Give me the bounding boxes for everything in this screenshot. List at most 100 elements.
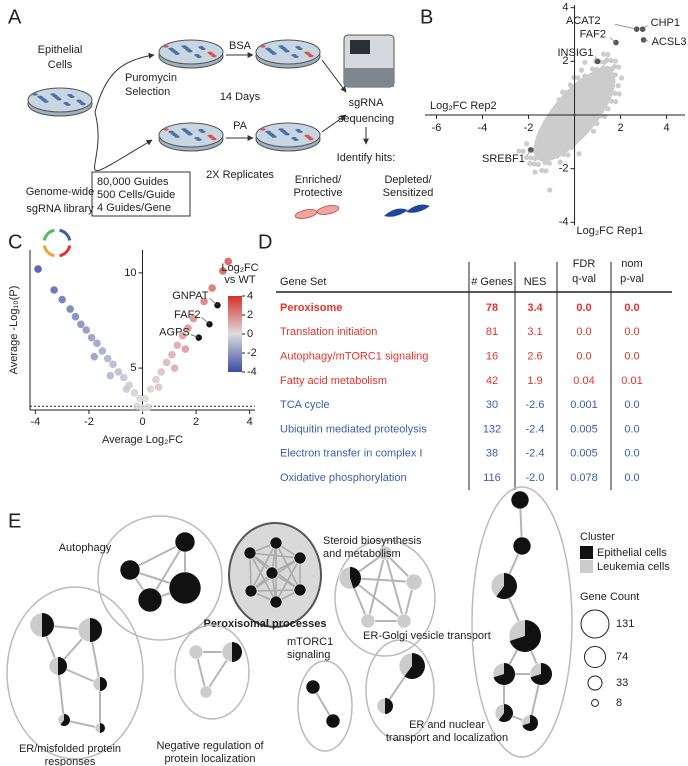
edge	[384, 552, 405, 622]
edge	[349, 577, 405, 622]
cell-icon	[406, 204, 430, 213]
point-label: AGPS	[159, 327, 190, 339]
cluster-outline	[471, 486, 573, 758]
x-tick-label: 2	[193, 416, 199, 428]
node-share	[100, 677, 107, 691]
panel-letter: D	[258, 231, 272, 253]
table-cell: 0.005	[570, 423, 598, 435]
cluster-label: signaling	[287, 649, 330, 661]
table-header: # Genes	[471, 276, 513, 288]
point	[114, 368, 123, 376]
background-point	[616, 91, 622, 97]
y-axis-label: Log₂FC Rep1	[577, 225, 644, 237]
cell	[194, 54, 200, 57]
legend-title: Cluster	[580, 531, 615, 543]
node	[325, 713, 341, 729]
point	[106, 371, 115, 380]
background-point	[520, 148, 526, 155]
cluster-label: protein localization	[164, 753, 255, 765]
node	[168, 571, 202, 605]
cell	[260, 128, 266, 131]
label: sequencing	[338, 113, 394, 125]
highlight-point	[639, 26, 646, 32]
y-tick-label: -2	[559, 163, 569, 175]
point	[130, 389, 139, 397]
background-point	[604, 57, 610, 63]
sequencer-screen	[350, 40, 370, 54]
y-tick-label: 10	[124, 267, 136, 279]
cluster-label: ER and nuclear	[409, 719, 485, 731]
label: 500 Cells/Guide	[97, 189, 175, 201]
table-cell: 132	[483, 423, 501, 435]
library-icon	[59, 228, 72, 241]
label: Identify hits:	[337, 152, 396, 164]
size-key-label: 33	[616, 677, 628, 689]
highlight-point	[633, 26, 640, 32]
node	[243, 546, 257, 560]
arrow	[94, 52, 155, 113]
label: BSA	[229, 40, 252, 52]
point	[146, 385, 155, 393]
cell	[76, 99, 82, 103]
cluster-outline	[365, 639, 435, 741]
point	[173, 341, 182, 350]
background-point	[600, 51, 607, 57]
panel-letter: B	[420, 6, 433, 28]
label: 2X Replicates	[206, 169, 274, 181]
cluster-label: mTORC1	[287, 636, 333, 648]
table-cell: 0.04	[573, 375, 594, 387]
label: Selection	[125, 86, 170, 98]
node	[293, 583, 307, 597]
point	[170, 364, 179, 372]
node	[119, 559, 141, 581]
edge	[249, 552, 277, 603]
point	[34, 265, 42, 273]
table-cell: 0.0	[624, 326, 639, 338]
cell	[265, 47, 271, 50]
label-leader	[615, 24, 637, 30]
colorbar-tick-label: 0	[247, 328, 253, 340]
cell	[198, 129, 204, 132]
point	[184, 324, 192, 332]
background-point	[560, 89, 566, 95]
background-point	[565, 152, 571, 158]
point	[87, 333, 96, 342]
label-leader	[190, 334, 199, 338]
y-tick-label: 2	[562, 55, 568, 67]
cluster-label: ER/misfolded protein	[19, 743, 121, 755]
label: PA	[233, 120, 248, 132]
size-key	[580, 609, 610, 639]
table-header: q-val	[572, 273, 596, 285]
node-share	[385, 698, 393, 714]
y-tick-label: -4	[559, 216, 569, 228]
table-header: p-val	[620, 273, 644, 285]
label-leader	[209, 297, 218, 306]
node	[265, 566, 279, 580]
point-label: FAF2	[580, 28, 606, 40]
point	[77, 320, 85, 329]
node-share	[42, 613, 54, 637]
label: 80,000 Guides	[97, 176, 169, 188]
node	[377, 545, 393, 561]
arrow	[94, 111, 153, 172]
point	[90, 352, 99, 361]
background-point	[605, 106, 611, 112]
point	[189, 314, 198, 323]
cell	[207, 51, 213, 54]
size-key	[591, 699, 599, 707]
cluster-label: Steroid biosynthesis	[323, 535, 422, 547]
size-key	[587, 675, 603, 691]
table-cell: Oxidative phosphorylation	[280, 472, 407, 484]
node	[199, 685, 213, 699]
point	[50, 286, 58, 294]
background-point	[616, 64, 622, 70]
cell	[32, 93, 38, 96]
background-point	[615, 83, 621, 89]
table-header: FDR	[573, 258, 596, 270]
table-cell: 42	[486, 375, 498, 387]
label-leader	[609, 37, 617, 43]
node	[305, 679, 321, 695]
cell	[168, 130, 174, 133]
x-axis-label: Average Log₂FC	[102, 434, 183, 446]
